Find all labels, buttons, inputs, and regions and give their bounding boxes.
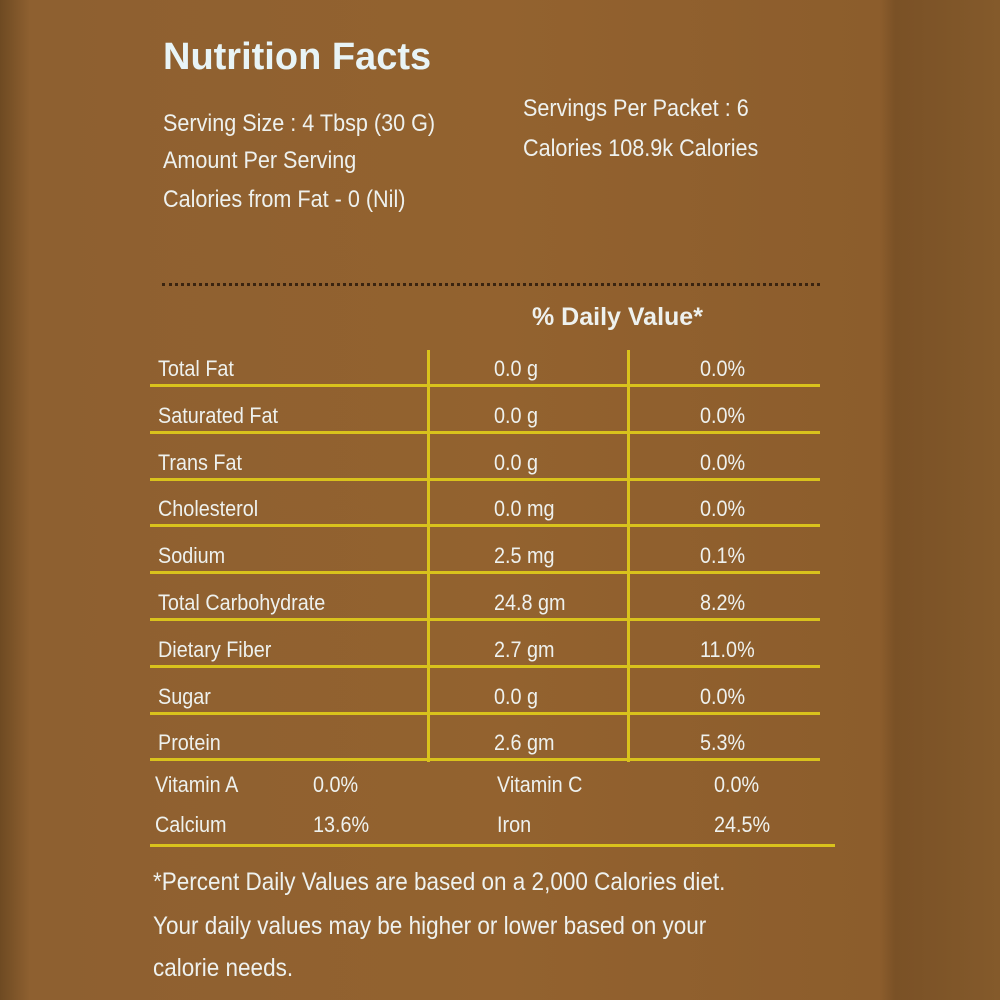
row-rule [150,524,820,528]
vitamin-name: Iron [497,812,532,837]
calories-from-fat: Calories from Fat - 0 (Nil) [163,186,406,213]
row-rule [150,618,820,621]
vitamin-value: 0.0% [714,772,760,797]
vitamin-value: 0.0% [313,772,359,797]
row-rule [150,758,820,762]
column-divider [627,350,630,762]
nutrient-name: Total Carbohydrate [158,590,326,615]
vitamin-value: 13.6% [313,812,370,837]
amount-per-serving: Amount Per Serving [163,147,357,174]
title: Nutrition Facts [163,36,432,78]
nutrient-name: Total Fat [158,356,234,381]
nutrient-daily-value: 0.0% [700,402,746,428]
column-divider [427,350,430,762]
nutrient-daily-value: 5.3% [700,730,746,756]
nutrient-amount: 2.5 mg [494,543,555,569]
nutrient-daily-value: 0.0% [700,449,746,475]
vitamin-name: Vitamin A [155,772,239,797]
nutrient-name: Cholesterol [158,496,259,522]
nutrient-amount: 0.0 g [494,356,539,381]
nutrient-daily-value: 0.0% [700,683,746,709]
vitamin-name: Calcium [155,812,227,837]
nutrient-name: Sugar [158,683,211,709]
nutrient-amount: 24.8 gm [494,590,566,615]
vitamin-name: Vitamin C [497,772,583,797]
row-rule [150,664,820,668]
row-rule [150,384,820,387]
nutrient-amount: 0.0 mg [494,496,555,522]
footnote: Your daily values may be higher or lower… [153,912,707,940]
table-rule [150,844,835,847]
row-rule [150,571,820,575]
calories: Calories 108.9k Calories [523,135,759,162]
nutrient-amount: 2.7 gm [494,636,555,662]
nutrient-amount: 0.0 g [494,402,539,428]
dotted-divider [162,283,820,286]
row-rule [150,711,820,715]
nutrient-name: Trans Fat [158,449,242,475]
nutrient-name: Saturated Fat [158,402,278,428]
nutrient-amount: 0.0 g [494,683,539,709]
row-rule [150,477,820,481]
footnote: calorie needs. [153,954,294,982]
vitamin-value: 24.5% [714,812,771,837]
nutrient-daily-value: 11.0% [700,636,755,662]
row-rule [150,430,820,434]
footnote: *Percent Daily Values are based on a 2,0… [153,868,726,896]
nutrient-daily-value: 8.2% [700,590,746,615]
nutrient-name: Sodium [158,543,226,569]
nutrient-daily-value: 0.0% [700,356,746,381]
nutrient-amount: 0.0 g [494,449,539,475]
nutrient-name: Protein [158,730,221,756]
nutrient-amount: 2.6 gm [494,730,555,756]
daily-value-heading: % Daily Value* [532,303,703,331]
servings-per-packet: Servings Per Packet : 6 [523,95,749,122]
serving-size: Serving Size : 4 Tbsp (30 G) [163,110,436,137]
nutrient-daily-value: 0.0% [700,496,746,522]
nutrient-daily-value: 0.1% [700,543,746,569]
nutrient-name: Dietary Fiber [158,636,272,662]
